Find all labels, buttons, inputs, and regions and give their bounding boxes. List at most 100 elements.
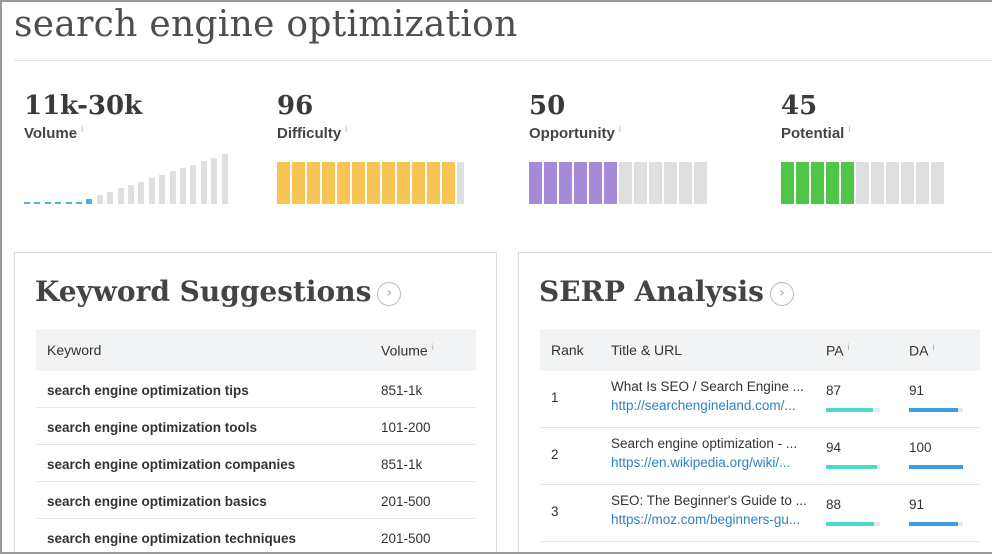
difficulty-segment	[397, 162, 410, 204]
volume-bar	[65, 202, 72, 204]
table-row[interactable]: search engine optimization companies 851-…	[36, 445, 476, 482]
potential-bar-graph	[781, 162, 961, 204]
rank-cell: 1	[551, 390, 559, 405]
opportunity-segment	[529, 162, 542, 204]
opportunity-segment	[649, 162, 662, 204]
keyword-cell[interactable]: search engine optimization tips	[47, 383, 249, 398]
result-title: Search engine optimization - ...	[611, 436, 798, 451]
result-url-link[interactable]: http://searchengineland.com/...	[611, 398, 796, 413]
difficulty-metric: 96 Difficulty i	[277, 92, 507, 142]
result-title: SEO: The Beginner's Guide to ...	[611, 493, 807, 508]
volume-bar	[96, 195, 103, 204]
serp-analysis-card: SERP Analysis › Rank Title & URL PA i DA i …	[518, 252, 992, 552]
opportunity-label: Opportunity i	[529, 124, 621, 142]
da-value: 100	[909, 440, 932, 455]
difficulty-segment	[457, 162, 464, 204]
volume-bar-graph	[24, 152, 234, 204]
volume-bar	[107, 192, 114, 204]
table-row[interactable]: search engine optimization tips 851-1k	[36, 371, 476, 408]
opportunity-info-icon[interactable]: i	[618, 124, 621, 134]
table-row[interactable]: search engine optimization tools 101-200	[36, 408, 476, 445]
volume-bar	[138, 182, 145, 204]
keyword-suggestions-card: Keyword Suggestions › Keyword Volume i sea…	[14, 252, 497, 552]
pa-value: 94	[826, 440, 842, 455]
result-title: What Is SEO / Search Engine ...	[611, 379, 804, 394]
volume-column-header[interactable]: Volume i	[381, 342, 434, 359]
volume-bar	[159, 175, 166, 204]
da-value: 91	[909, 497, 925, 512]
keyword-cell[interactable]: search engine optimization basics	[47, 494, 267, 509]
volume-bar	[148, 178, 155, 204]
pa-value: 87	[826, 383, 842, 398]
opportunity-segment	[604, 162, 617, 204]
potential-segment	[856, 162, 869, 204]
page-title: search engine optimization	[14, 4, 518, 45]
chevron-right-circle-icon[interactable]: ›	[377, 281, 402, 306]
potential-value: 45	[781, 91, 818, 121]
potential-segment	[901, 162, 914, 204]
difficulty-segment	[367, 162, 380, 204]
difficulty-info-icon[interactable]: i	[345, 124, 348, 134]
volume-cell: 101-200	[381, 420, 431, 435]
opportunity-bar-graph	[529, 162, 709, 204]
da-info-icon[interactable]: i	[932, 342, 935, 352]
volume-bar	[211, 158, 218, 204]
volume-bar	[200, 161, 207, 204]
potential-metric: 45 Potential i	[781, 92, 992, 142]
opportunity-segment	[589, 162, 602, 204]
result-url-link[interactable]: https://moz.com/beginners-gu...	[611, 512, 801, 527]
potential-info-icon[interactable]: i	[848, 124, 851, 134]
difficulty-segment	[352, 162, 365, 204]
difficulty-segment	[382, 162, 395, 204]
volume-info-icon[interactable]: i	[81, 124, 84, 134]
opportunity-segment	[694, 162, 707, 204]
pa-bar	[826, 408, 880, 412]
opportunity-segment	[679, 162, 692, 204]
table-row: 2 Search engine optimization - ... https:/…	[540, 428, 980, 485]
difficulty-segment	[322, 162, 335, 204]
table-row: 3 SEO: The Beginner's Guide to ... https:/…	[540, 485, 980, 542]
pa-column-header[interactable]: PA i	[826, 342, 850, 359]
da-value: 91	[909, 383, 925, 398]
difficulty-bar-graph	[277, 162, 464, 204]
opportunity-segment	[559, 162, 572, 204]
result-url-link[interactable]: https://en.wikipedia.org/wiki/...	[611, 455, 791, 470]
keyword-column-header[interactable]: Keyword	[47, 342, 102, 358]
chevron-right-circle-icon[interactable]: ›	[769, 281, 794, 306]
volume-bar	[24, 202, 30, 204]
volume-column-info-icon[interactable]: i	[431, 342, 434, 352]
volume-bar	[221, 154, 228, 204]
volume-bar	[117, 188, 124, 204]
opportunity-segment	[634, 162, 647, 204]
difficulty-value: 96	[277, 91, 314, 121]
difficulty-segment	[412, 162, 425, 204]
da-bar-fill	[909, 408, 959, 412]
volume-bar	[128, 185, 134, 204]
serp-analysis-title: SERP Analysis ›	[539, 275, 794, 308]
title-url-column-header[interactable]: Title & URL	[611, 342, 683, 358]
potential-segment	[811, 162, 824, 204]
potential-segment	[916, 162, 929, 204]
keyword-cell[interactable]: search engine optimization techniques	[47, 531, 297, 546]
volume-metric: 11k-30k Volume i	[24, 92, 254, 142]
potential-segment	[841, 162, 854, 204]
potential-segment	[781, 162, 794, 204]
keyword-cell[interactable]: search engine optimization tools	[47, 420, 258, 435]
pa-bar-fill	[826, 465, 877, 469]
da-bar-fill	[909, 465, 963, 469]
serp-table-header: Rank Title & URL PA i DA i	[540, 329, 980, 371]
table-row[interactable]: search engine optimization techniques 201…	[36, 519, 476, 552]
volume-cell: 851-1k	[381, 383, 423, 398]
rank-column-header[interactable]: Rank	[551, 342, 584, 358]
potential-segment	[886, 162, 899, 204]
keyword-cell[interactable]: search engine optimization companies	[47, 457, 296, 472]
pa-bar-fill	[826, 408, 873, 412]
da-column-header[interactable]: DA i	[909, 342, 935, 359]
volume-value: 11k-30k	[24, 91, 143, 121]
difficulty-segment	[307, 162, 320, 204]
keyword-table-header: Keyword Volume i	[36, 329, 476, 371]
opportunity-segment	[544, 162, 557, 204]
table-row[interactable]: search engine optimization basics 201-500	[36, 482, 476, 519]
pa-info-icon[interactable]: i	[847, 342, 850, 352]
